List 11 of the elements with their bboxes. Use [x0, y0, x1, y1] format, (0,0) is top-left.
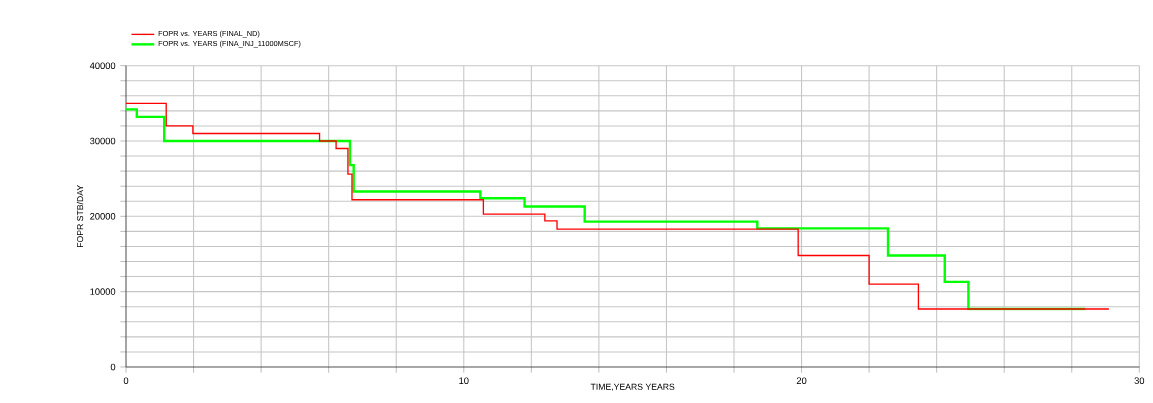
x-axis-title: TIME,YEARS YEARS [590, 383, 675, 391]
y-tick-label: 10000 [90, 288, 116, 295]
x-tick-label: 10 [459, 377, 469, 384]
y-tick-label: 0 [110, 363, 116, 371]
x-tick-label: 20 [796, 377, 807, 384]
y-tick-label: 20000 [90, 213, 116, 220]
y-tick-label: 30000 [90, 137, 116, 145]
x-tick-label: 0 [123, 377, 129, 384]
y-axis-title: FOPR STB/DAY [76, 185, 84, 248]
x-tick-label: 30 [1134, 377, 1145, 384]
y-tick-label: 40000 [89, 62, 116, 69]
